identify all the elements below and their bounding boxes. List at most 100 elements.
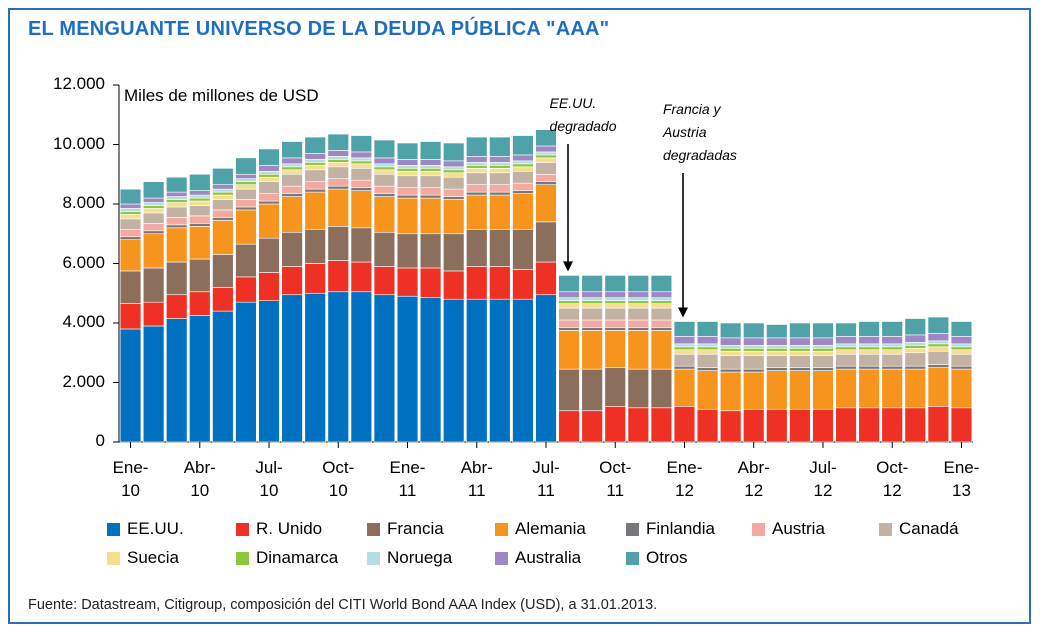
- bar-segment-finlandia: [489, 191, 511, 196]
- bar-segment-alemania: [950, 368, 973, 409]
- bar-segment-austria: [119, 228, 142, 238]
- bar-segment-otros: [604, 275, 626, 293]
- bar-segment-canad-: [281, 173, 303, 187]
- bar-segment-canad-: [673, 353, 696, 367]
- x-tick-label: Ene- 10: [112, 458, 149, 500]
- bar-segment-r-unido: [327, 260, 349, 293]
- bar-segment-r-unido: [581, 410, 603, 443]
- annotation-label: EE.UU. degradado: [549, 95, 617, 134]
- bar-segment-dinamarca: [696, 346, 719, 351]
- bar-segment-alemania: [719, 371, 742, 412]
- bar-segment-suecia: [466, 168, 488, 174]
- bar-segment-alemania: [927, 367, 950, 407]
- bar-segment-finlandia: [189, 223, 211, 227]
- bar-segment-austria: [650, 319, 673, 328]
- bar-segment-alemania: [419, 197, 442, 235]
- bar-segment-otros: [258, 148, 280, 166]
- bar-segment-alemania: [189, 226, 211, 260]
- bar-segment-r-unido: [650, 407, 673, 443]
- y-tick-label: 12.000: [53, 74, 105, 93]
- bar-segment-otros: [835, 322, 857, 337]
- bar-segment-austria: [235, 199, 257, 208]
- bar-segment-r-unido: [904, 407, 926, 443]
- bar-segment-alemania: [858, 368, 880, 409]
- bar-segment-francia: [212, 254, 234, 288]
- legend-item: EE.UU.: [107, 519, 184, 539]
- bar-segment-francia: [327, 226, 349, 261]
- bar-segment-ee-uu-: [489, 298, 511, 443]
- bar-segment-alemania: [743, 371, 765, 410]
- bar-segment-noruega: [812, 345, 834, 349]
- bar-segment-noruega: [835, 343, 857, 348]
- bar-segment-australia: [304, 153, 326, 160]
- bar-segment-francia: [119, 270, 142, 304]
- bar-segment-canad-: [881, 353, 903, 367]
- bar-segment-canad-: [743, 355, 765, 370]
- chart-frame: [8, 8, 1031, 624]
- bar-segment-suecia: [743, 350, 765, 357]
- bar-segment-finlandia: [950, 365, 973, 370]
- bar-segment-noruega: [396, 165, 419, 169]
- x-tick-label: Oct- 10: [322, 458, 355, 500]
- bar-segment-suecia: [696, 349, 719, 355]
- annotation-label: Francia y Austria degradadas: [662, 101, 737, 163]
- bar-segment-austria: [489, 184, 511, 193]
- bar-segment-australia: [466, 156, 488, 163]
- legend-label: Austria: [772, 519, 825, 538]
- bar-segment-r-unido: [119, 303, 142, 330]
- bar-segment-finlandia: [743, 368, 765, 373]
- bar-segment-suecia: [350, 163, 373, 169]
- x-tick-label: Ene- 11: [389, 458, 426, 500]
- bar-segment-noruega: [581, 297, 603, 301]
- legend-label: Otros: [646, 548, 688, 567]
- bar-segment-alemania: [489, 194, 511, 230]
- bar-segment-francia: [581, 368, 603, 412]
- bar-segment-finlandia: [581, 327, 603, 331]
- bar-segment-finlandia: [373, 193, 396, 197]
- bar-segment-ee-uu-: [373, 294, 396, 443]
- bar-segment-r-unido: [489, 266, 511, 300]
- bar-segment-alemania: [350, 190, 373, 229]
- legend-item: Australia: [495, 548, 581, 568]
- legend-swatch: [626, 522, 639, 536]
- bar-segment-francia: [350, 227, 373, 263]
- bar-segment-alemania: [327, 188, 349, 227]
- bar-segment-australia: [766, 337, 788, 346]
- bar-segment-suecia: [627, 303, 650, 309]
- bar-segment-suecia: [881, 349, 903, 355]
- bar-segment-francia: [142, 267, 165, 303]
- bar-segment-otros: [743, 322, 765, 339]
- bar-segment-austria: [327, 178, 349, 187]
- bar-segment-finlandia: [304, 188, 326, 193]
- bar-segment-noruega: [166, 196, 188, 200]
- x-tick-label: Ene- 13: [943, 458, 980, 500]
- bar-segment-finlandia: [789, 367, 811, 371]
- bar-segment-finlandia: [927, 364, 950, 368]
- bar-segment-dinamarca: [604, 300, 626, 304]
- bar-segment-canad-: [466, 172, 488, 185]
- bar-segment-noruega: [304, 159, 326, 163]
- bar-segment-noruega: [512, 160, 534, 165]
- bar-segment-suecia: [327, 162, 349, 168]
- bar-segment-suecia: [766, 350, 788, 357]
- bar-segment-ee-uu-: [142, 325, 165, 443]
- bar-segment-dinamarca: [466, 165, 488, 169]
- bar-segment-noruega: [673, 343, 696, 348]
- bar-segment-canad-: [235, 188, 257, 200]
- bar-segment-australia: [789, 337, 811, 346]
- bar-segment-dinamarca: [258, 173, 280, 178]
- bar-segment-otros: [766, 324, 788, 339]
- bar-segment-ee-uu-: [512, 298, 534, 443]
- bar-segment-r-unido: [950, 407, 973, 443]
- bar-segment-noruega: [858, 343, 880, 348]
- x-tick-label: Abr- 11: [460, 458, 493, 500]
- bar-segment-alemania: [212, 220, 234, 255]
- bar-segment-noruega: [142, 202, 165, 206]
- bar-segment-austria: [212, 209, 234, 218]
- bar-segment-finlandia: [396, 194, 419, 199]
- bar-segment-dinamarca: [119, 211, 142, 215]
- bar-segment-austria: [373, 185, 396, 194]
- bar-segment-canad-: [442, 176, 465, 190]
- bar-segment-suecia: [858, 349, 880, 355]
- bar-segment-suecia: [558, 303, 580, 309]
